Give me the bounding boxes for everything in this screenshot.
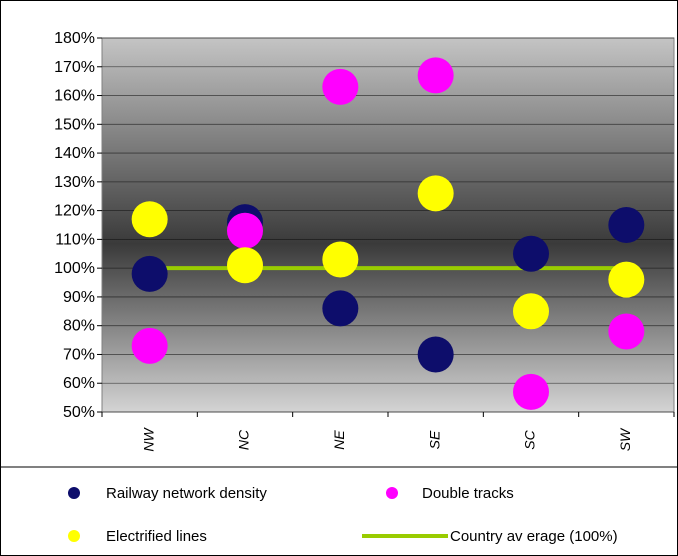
data-point-double (131, 327, 168, 364)
legend-item-railway: Railway network density (68, 485, 267, 502)
y-tick-label: 160% (54, 88, 95, 105)
legend-label-double: Double tracks (422, 485, 514, 502)
x-tick-label: SC (522, 429, 538, 449)
y-tick-label: 100% (54, 260, 95, 277)
data-point-railway (513, 235, 549, 272)
legend: Railway network density Double tracks El… (68, 485, 618, 545)
legend-marker-railway (68, 487, 80, 499)
legend-item-average: Country av erage (100%) (362, 528, 618, 545)
y-tick-label: 170% (54, 59, 95, 76)
x-tick-label: NC (236, 429, 252, 450)
y-axis: 50% 60% 70% 80% 90% 100% 110% 120% 130% 140% 150% 1… (54, 30, 102, 421)
x-tick-label: SW (617, 427, 633, 451)
legend-label-electrified: Electrified lines (106, 528, 207, 545)
legend-label-average: Country av erage (100%) (450, 528, 618, 545)
y-tick-label: 150% (54, 116, 95, 133)
data-points (131, 57, 645, 410)
data-point-railway (417, 336, 454, 373)
data-point-double (322, 68, 359, 105)
data-point-electrified (227, 247, 263, 284)
y-tick-label: 140% (54, 145, 95, 162)
plot-area (101, 37, 675, 413)
legend-item-double: Double tracks (386, 485, 514, 502)
y-tick-label: 120% (54, 203, 95, 220)
x-axis: NW NC NE SE SC SW (101, 412, 675, 452)
data-point-electrified (608, 261, 645, 298)
y-tick-label: 90% (63, 289, 95, 306)
y-tick-label: 180% (54, 30, 95, 47)
legend-marker-electrified (68, 530, 80, 542)
legend-marker-double (386, 487, 398, 499)
legend-item-electrified: Electrified lines (68, 528, 207, 545)
data-point-electrified (417, 175, 454, 212)
y-tick-label: 60% (63, 375, 95, 392)
data-point-double (417, 57, 454, 94)
data-point-railway (608, 207, 645, 243)
y-tick-label: 110% (55, 231, 95, 248)
data-point-double (608, 313, 645, 350)
y-tick-label: 130% (54, 174, 95, 191)
data-point-electrified (131, 201, 168, 238)
data-point-electrified (322, 241, 359, 278)
data-point-railway (322, 290, 359, 327)
data-point-railway (131, 255, 168, 292)
data-point-double (227, 212, 263, 249)
legend-label-railway: Railway network density (106, 485, 267, 502)
data-point-electrified (513, 293, 549, 330)
y-tick-label: 70% (63, 346, 95, 363)
x-tick-label: NE (331, 430, 347, 450)
y-tick-label: 50% (63, 404, 95, 421)
x-tick-label: NW (140, 427, 156, 452)
data-point-double (513, 373, 549, 410)
y-tick-label: 80% (63, 318, 95, 335)
x-tick-label: SE (426, 430, 442, 449)
